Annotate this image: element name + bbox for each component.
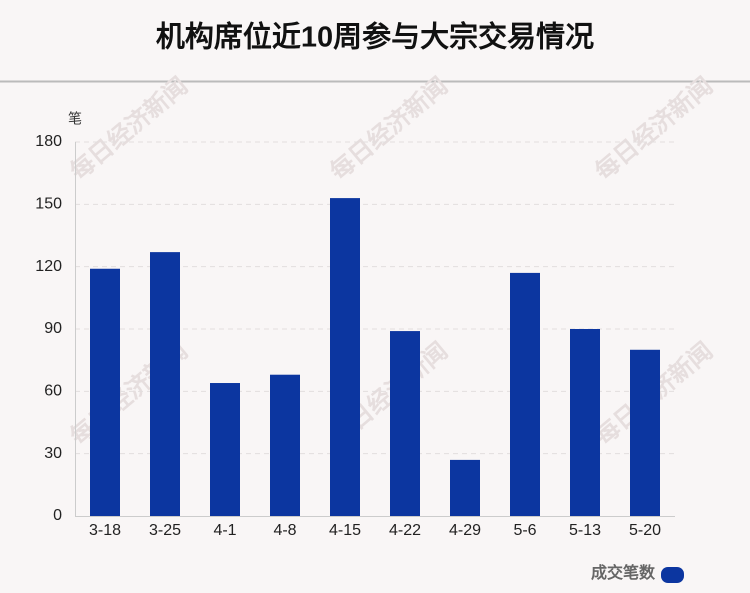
y-tick-label: 90 <box>44 320 62 337</box>
x-tick-label: 3-18 <box>89 522 121 539</box>
x-tick-label: 3-25 <box>149 522 181 539</box>
x-tick-label: 5-6 <box>513 522 536 539</box>
x-tick-label: 5-13 <box>569 522 601 539</box>
y-axis-unit: 笔 <box>68 111 82 127</box>
bar <box>630 349 660 516</box>
bar <box>210 383 240 516</box>
chart-title: 机构席位近10周参与大宗交易情况 <box>156 20 594 54</box>
bar <box>330 198 360 516</box>
y-tick-label: 0 <box>53 507 62 524</box>
bar <box>510 272 540 516</box>
bar <box>450 459 480 516</box>
bar <box>570 329 600 516</box>
x-tick-label: 4-15 <box>329 522 361 539</box>
bar <box>150 252 180 516</box>
y-tick-label: 60 <box>44 383 62 400</box>
bar <box>270 374 300 516</box>
y-tick-label: 120 <box>35 258 62 275</box>
y-tick-label: 30 <box>44 445 62 462</box>
x-tick-label: 4-29 <box>449 522 481 539</box>
bar <box>90 268 120 516</box>
x-tick-label: 4-1 <box>213 522 236 539</box>
legend-swatch <box>661 567 684 583</box>
x-tick-label: 4-8 <box>273 522 296 539</box>
x-tick-label: 5-20 <box>629 522 661 539</box>
bar <box>390 331 420 516</box>
y-tick-label: 180 <box>35 133 62 150</box>
y-tick-label: 150 <box>35 196 62 213</box>
x-tick-label: 4-22 <box>389 522 421 539</box>
legend-label: 成交笔数 <box>591 563 656 582</box>
